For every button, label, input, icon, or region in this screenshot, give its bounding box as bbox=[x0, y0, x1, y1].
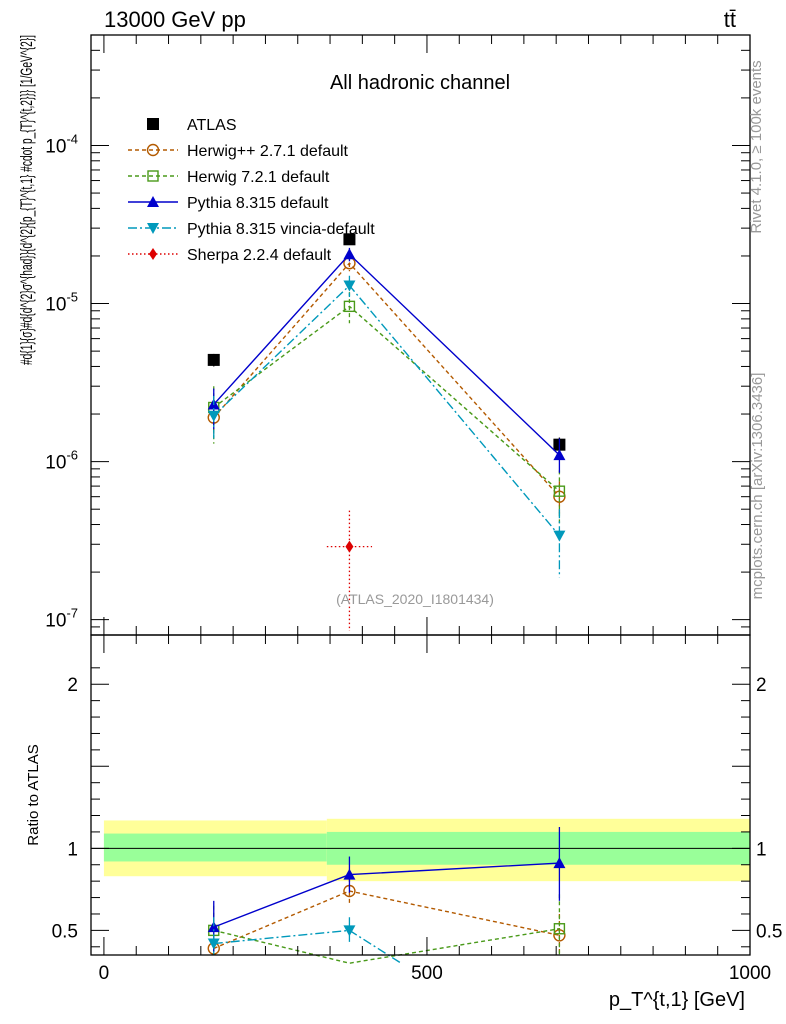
main-point-4-2 bbox=[553, 530, 566, 542]
main-ytick-label-1: 10-6 bbox=[45, 448, 78, 474]
main-ytick-exponent: -4 bbox=[66, 131, 78, 146]
main-series-line-2 bbox=[213, 305, 560, 492]
legend-label-4: Pythia 8.315 vincia-default bbox=[187, 221, 375, 238]
ratio-ytick-label-right-1: 1 bbox=[756, 839, 767, 860]
main-point-5-0 bbox=[345, 540, 354, 553]
ratio-uncertainty-bands bbox=[103, 818, 750, 882]
main-series-3 bbox=[207, 247, 566, 473]
ratio-point-3-1 bbox=[343, 925, 356, 937]
legend-label-0: ATLAS bbox=[187, 117, 237, 134]
ratio-series-group bbox=[207, 827, 566, 964]
legend-label-3: Pythia 8.315 default bbox=[187, 195, 329, 212]
main-point-3-1 bbox=[343, 248, 356, 260]
ratio-series-0 bbox=[207, 877, 566, 955]
ratio-point-3-0 bbox=[207, 938, 220, 950]
main-point-0-0 bbox=[207, 353, 220, 366]
legend-marker-0 bbox=[147, 118, 159, 130]
legend-marker-2 bbox=[147, 170, 159, 182]
tick-labels: 10-7 10-6 10-5 10-4 0.5 0.5 1 1 2 2 0 500 1000 bbox=[45, 131, 782, 984]
ratio-series-line-1 bbox=[213, 928, 560, 964]
legend-item-0: ATLAS bbox=[147, 117, 237, 134]
main-point-2-2 bbox=[553, 485, 566, 497]
legend-marker-3 bbox=[147, 196, 159, 207]
main-ytick-exponent: -6 bbox=[66, 448, 78, 463]
legend: ATLAS Herwig++ 2.7.1 default Herwig 7.2.1 … bbox=[128, 117, 375, 264]
ratio-ytick-label-left-2: 2 bbox=[67, 675, 78, 696]
ratio-ytick-label-left-0: 0.5 bbox=[52, 921, 78, 942]
main-point-2-1 bbox=[343, 300, 356, 313]
main-ytick-label-0: 10-7 bbox=[45, 606, 78, 632]
main-series-5 bbox=[326, 510, 373, 631]
axis-ticks bbox=[91, 34, 751, 955]
main-y-axis-label: #d{1}{σ}#d{d^{2}σ^{had}}{d^{2}{p_{T}^{t,… bbox=[17, 35, 36, 365]
legend-marker-4 bbox=[147, 223, 159, 234]
main-point-4-1 bbox=[343, 280, 356, 292]
x-axis-label: p_T^{t,1} [GeV] bbox=[609, 989, 745, 1011]
legend-item-1: Herwig++ 2.7.1 default bbox=[128, 143, 349, 160]
chart-title: All hadronic channel bbox=[330, 72, 510, 94]
xtick-label-1: 500 bbox=[411, 963, 443, 984]
main-point-4-0 bbox=[207, 410, 220, 422]
main-point-3-2 bbox=[553, 449, 566, 461]
legend-item-3: Pythia 8.315 default bbox=[128, 195, 329, 212]
main-ytick-label-2: 10-5 bbox=[45, 290, 78, 316]
legend-label-1: Herwig++ 2.7.1 default bbox=[187, 143, 349, 160]
main-ytick-exponent: -7 bbox=[66, 606, 78, 621]
xtick-label-0: 0 bbox=[99, 963, 110, 984]
ratio-series-1 bbox=[208, 894, 566, 964]
ratio-series-line-0 bbox=[213, 890, 560, 950]
main-ytick-label-3: 10-4 bbox=[45, 131, 78, 157]
ratio-point-2-2 bbox=[553, 857, 566, 869]
ratio-series-line-3 bbox=[213, 929, 402, 964]
main-series-line-4 bbox=[213, 284, 560, 537]
main-point-0-1 bbox=[343, 233, 356, 246]
ratio-ytick-label-left-1: 1 bbox=[67, 839, 78, 860]
ratio-point-2-0 bbox=[207, 921, 220, 933]
rivet-label: Rivet 4.1.0, ≥ 100k events bbox=[748, 60, 765, 233]
main-series-1 bbox=[207, 255, 566, 517]
process-label: tt̄ bbox=[724, 7, 736, 32]
main-series-line-3 bbox=[213, 253, 560, 456]
watermark: (ATLAS_2020_I1801434) bbox=[336, 591, 494, 607]
ratio-ytick-label-right-2: 2 bbox=[756, 675, 767, 696]
axis-frames bbox=[90, 34, 751, 956]
legend-item-4: Pythia 8.315 vincia-default bbox=[128, 221, 375, 238]
legend-label-2: Herwig 7.2.1 default bbox=[187, 169, 330, 186]
mcplots-label: mcplots.cern.ch [arXiv:1306.3436] bbox=[749, 373, 766, 600]
ratio-band-green-0 bbox=[103, 833, 327, 862]
legend-label-5: Sherpa 2.2.4 default bbox=[187, 247, 332, 264]
legend-item-5: Sherpa 2.2.4 default bbox=[128, 247, 332, 264]
ratio-series-3 bbox=[207, 917, 402, 964]
main-series-group bbox=[207, 233, 566, 631]
xtick-label-2: 1000 bbox=[729, 963, 771, 984]
ratio-y-axis-label: Ratio to ATLAS bbox=[25, 744, 42, 845]
main-ytick-exponent: -5 bbox=[66, 290, 78, 305]
legend-marker-1 bbox=[146, 143, 160, 157]
legend-item-2: Herwig 7.2.1 default bbox=[128, 169, 330, 186]
energy-label: 13000 GeV pp bbox=[104, 7, 246, 32]
ratio-frame bbox=[90, 634, 751, 956]
ratio-point-2-1 bbox=[343, 868, 356, 880]
ratio-ytick-label-right-0: 0.5 bbox=[756, 921, 782, 942]
main-series-4 bbox=[207, 275, 566, 578]
main-series-line-1 bbox=[213, 262, 560, 498]
main-series-0 bbox=[207, 233, 566, 453]
ratio-point-1-2 bbox=[553, 923, 566, 935]
legend-marker-5 bbox=[149, 248, 157, 260]
